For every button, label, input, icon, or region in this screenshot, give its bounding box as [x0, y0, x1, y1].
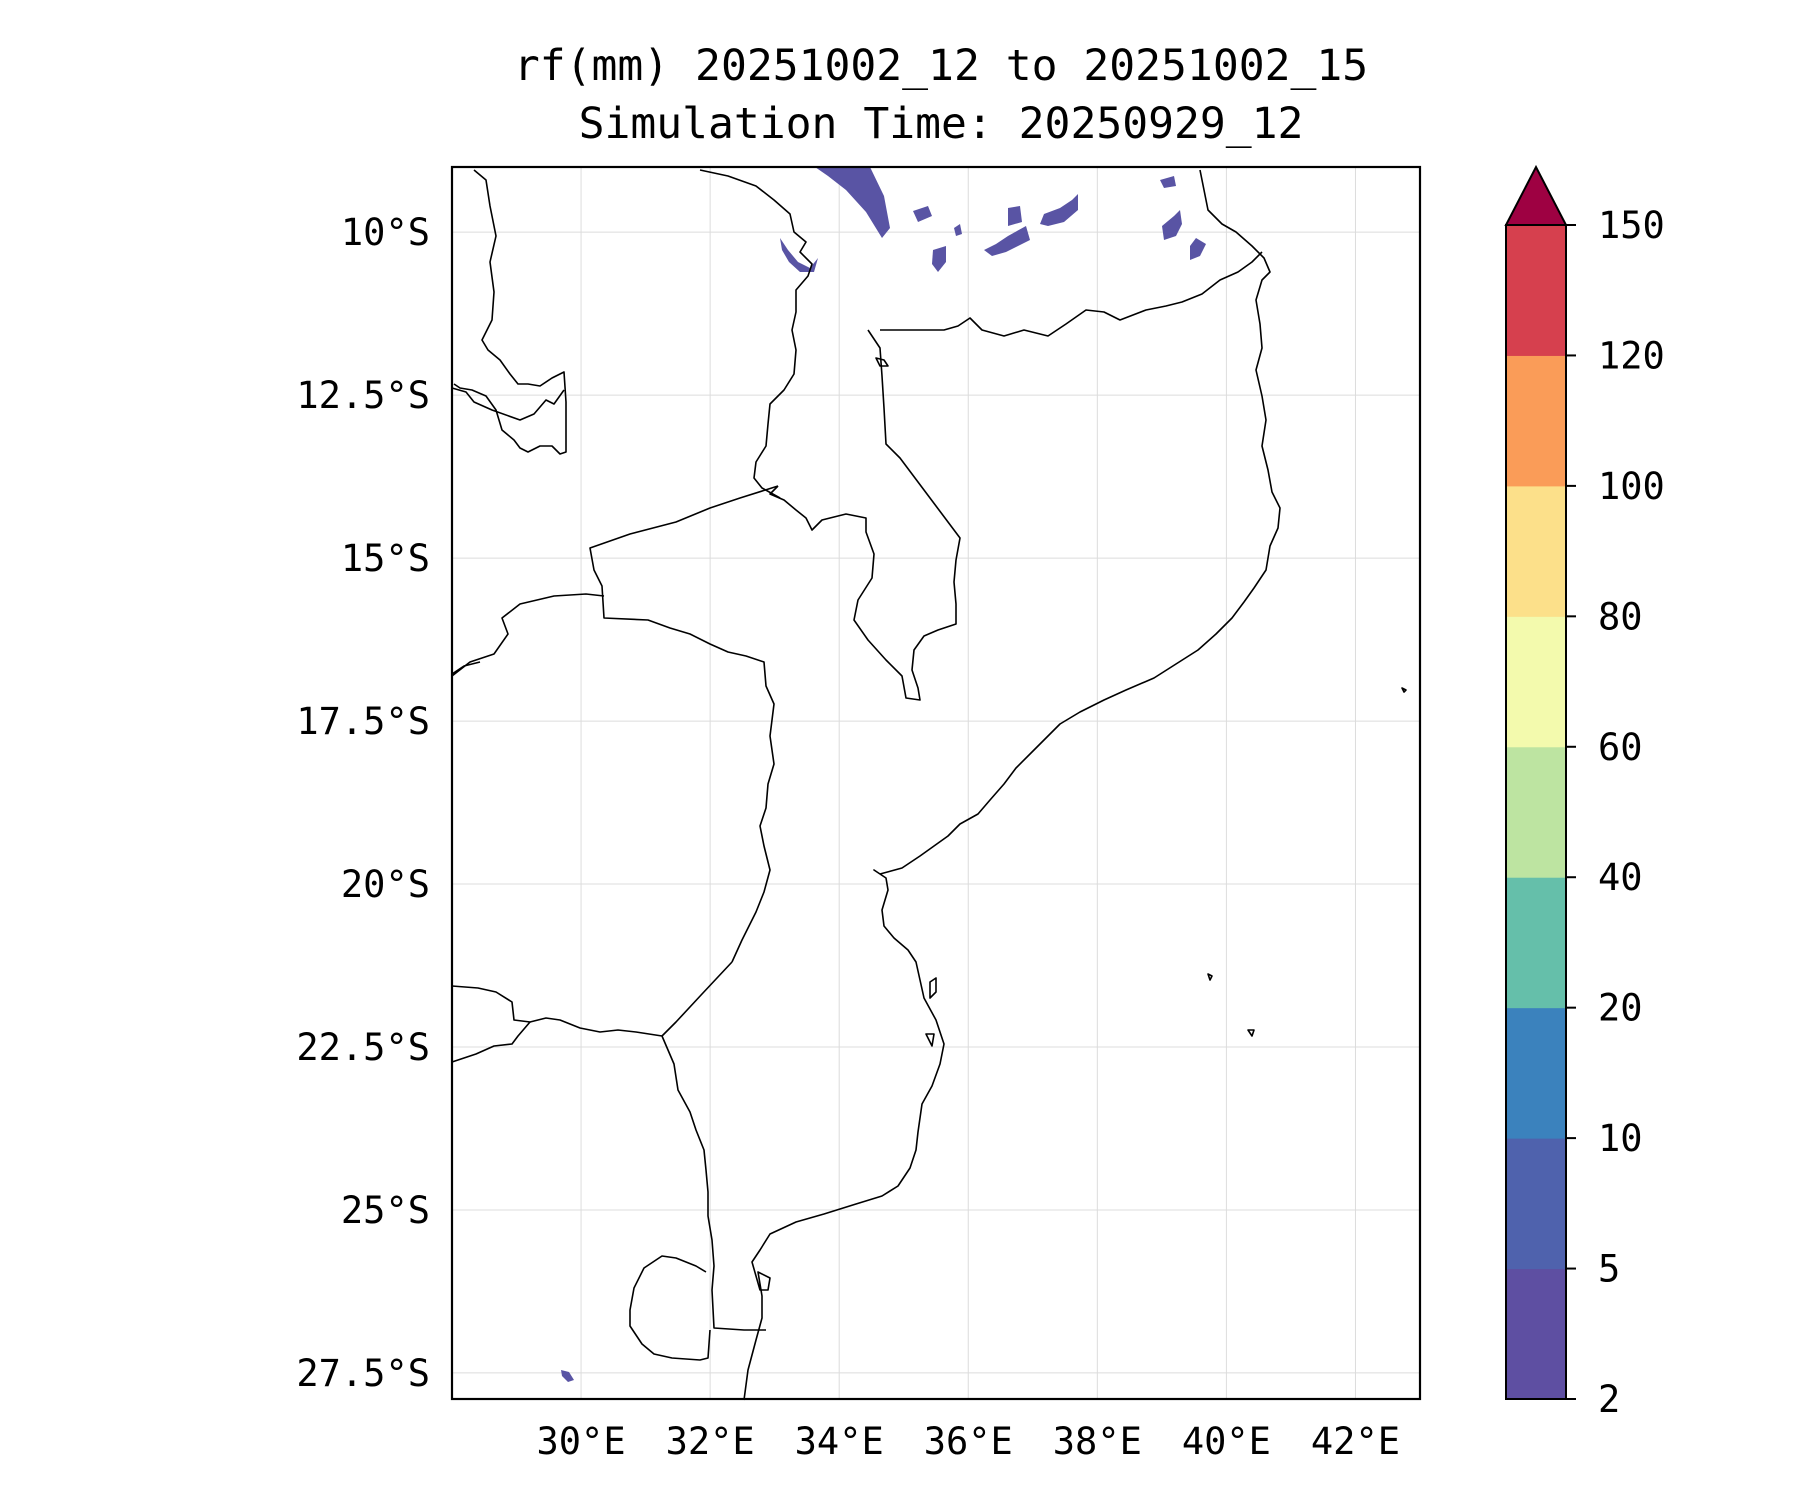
- border-angola-zambia: [451, 661, 481, 675]
- lat-tick-label: 20°S: [341, 863, 430, 906]
- colorbar-segment: [1506, 1007, 1566, 1139]
- axis-ticks: 10°S 12.5°S 15°S 17.5°S 20°S 22.5°S 25°S 27.5°S…: [296, 211, 1400, 1463]
- island-inhaca: [929, 977, 937, 999]
- map-title: rf(mm) 20251002_12 to 20251002_15: [513, 41, 1369, 91]
- colorbar-tick-label: 100: [1598, 465, 1665, 508]
- colorbar-frame: [1505, 224, 1567, 1400]
- lon-tick-label: 42°E: [1311, 1420, 1400, 1463]
- rain-patch: [984, 226, 1030, 256]
- colorbar-tick-label: 80: [1598, 595, 1643, 638]
- rainfall-areas: [561, 167, 1206, 1382]
- border-malawi-west: [699, 169, 813, 499]
- lon-tick-label: 30°E: [537, 1420, 626, 1463]
- colorbar-segment: [1506, 1268, 1566, 1400]
- lat-tick-label: 17.5°S: [296, 700, 430, 743]
- colorbar-tick-label: 60: [1598, 726, 1643, 769]
- island-europa: [1247, 1029, 1255, 1037]
- colorbar-tick-label: 2: [1598, 1378, 1620, 1421]
- colorbar-tick-label: 20: [1598, 987, 1643, 1030]
- lat-tick-label: 25°S: [341, 1189, 430, 1232]
- island-juan-de-nova: [1401, 687, 1407, 693]
- rain-patch: [1040, 194, 1078, 226]
- map-frame: [450, 165, 1422, 1401]
- colorbar-segment: [1506, 616, 1566, 748]
- lat-tick-label: 22.5°S: [296, 1026, 430, 1069]
- lat-tick-label: 10°S: [341, 211, 430, 254]
- rain-patch: [1160, 176, 1176, 188]
- island-bazaruto: [925, 1033, 935, 1047]
- rain-patch: [780, 238, 818, 272]
- border-botswana: [451, 1021, 531, 1063]
- border-zimbabwe-mozambique-south: [661, 961, 733, 1037]
- border-mozambique-tanzania: [880, 251, 1263, 337]
- lat-tick-label: 27.5°S: [296, 1352, 430, 1395]
- colorbar-segment: [1506, 877, 1566, 1009]
- coastlines-and-borders: [451, 169, 1407, 1401]
- rain-patch: [932, 246, 946, 272]
- lon-tick-label: 36°E: [924, 1420, 1013, 1463]
- rain-patch: [1008, 206, 1022, 226]
- colorbar: 2 5 10 20 40 60 80 100 120 150: [1504, 164, 1665, 1421]
- lon-tick-label: 34°E: [795, 1420, 884, 1463]
- lon-tick-label: 38°E: [1053, 1420, 1142, 1463]
- map-subtitle: Simulation Time: 20250929_12: [578, 99, 1304, 149]
- rain-patch: [954, 224, 962, 236]
- colorbar-segment: [1506, 355, 1566, 487]
- island-bassas: [1207, 973, 1213, 981]
- island-likoma: [875, 357, 889, 367]
- border-zambia-tanzania: [453, 169, 567, 455]
- lat-tick-label: 12.5°S: [296, 374, 430, 417]
- rain-patch: [1162, 210, 1182, 240]
- colorbar-segment: [1506, 225, 1566, 356]
- colorbar-tick-label: 5: [1598, 1248, 1620, 1291]
- border-zambia-mozambique: [589, 485, 779, 963]
- border-south-africa-north: [451, 985, 766, 1331]
- colorbar-tick-label: 120: [1598, 334, 1665, 377]
- colorbar-extend-triangle: [1504, 164, 1568, 226]
- lon-tick-label: 32°E: [666, 1420, 755, 1463]
- colorbar-segment: [1506, 746, 1566, 878]
- colorbar-tick-label: 150: [1598, 204, 1665, 247]
- border-congo-zambia: [451, 387, 565, 421]
- colorbar-segment: [1506, 485, 1566, 617]
- lat-tick-label: 15°S: [341, 537, 430, 580]
- lake-malawi-shore: [769, 329, 961, 701]
- lon-tick-label: 40°E: [1182, 1420, 1271, 1463]
- border-eswatini: [629, 1255, 711, 1361]
- colorbar-segment: [1506, 1138, 1566, 1270]
- colorbar-tick-label: 10: [1598, 1117, 1643, 1160]
- rain-patch: [815, 167, 890, 238]
- colorbar-tick-label: 40: [1598, 856, 1643, 899]
- rain-patch: [561, 1370, 574, 1382]
- coastline-east-africa: [743, 169, 1281, 1401]
- rain-patch: [1190, 238, 1206, 260]
- gridlines: [452, 167, 1420, 1399]
- rain-patch: [913, 206, 932, 222]
- border-zimbabwe: [451, 593, 605, 677]
